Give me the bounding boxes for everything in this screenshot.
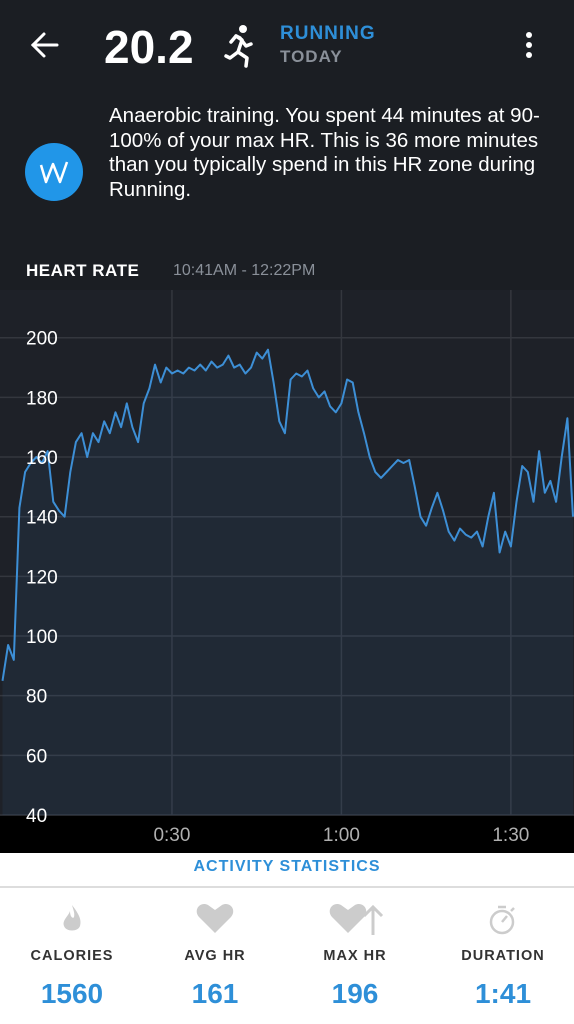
y-tick-label: 40 xyxy=(26,806,47,827)
x-tick-label: 0:30 xyxy=(153,825,190,846)
chart: 0:30 1:00 1:30 40 60 80 100 120 140 160 180 200 xyxy=(0,290,574,853)
avg-hr-icon xyxy=(196,904,234,933)
stat-value: 1560 xyxy=(40,978,104,1009)
plot-background xyxy=(0,290,574,815)
runner-icon xyxy=(224,25,253,68)
header-background xyxy=(0,0,574,290)
line xyxy=(1,348,574,681)
x-tick-label: 1:30 xyxy=(492,825,529,846)
stat-icons xyxy=(63,904,515,935)
insight-text: Anaerobic training. You spent 44 minutes… xyxy=(109,104,540,201)
chart-title: HEART RATE xyxy=(26,261,140,280)
area xyxy=(2,349,573,815)
distance: 20.2 xyxy=(104,21,194,73)
chart-subtitle: 10:41AM - 12:22PM xyxy=(173,262,316,279)
calories-icon xyxy=(63,905,81,931)
y-tick-label: 80 xyxy=(26,687,47,708)
max-hr-arrow xyxy=(362,904,384,935)
y-tick-label: 100 xyxy=(26,627,58,648)
y-tick-label: 160 xyxy=(26,448,58,469)
stat-value: 196 xyxy=(331,978,379,1009)
divider xyxy=(0,886,574,888)
stat-label: AVG HR xyxy=(184,948,246,964)
header-icons xyxy=(25,25,532,201)
y-tick-label: 120 xyxy=(26,567,58,588)
stat-value: 161 xyxy=(191,978,239,1009)
coach-icon xyxy=(25,143,83,201)
menu-button[interactable] xyxy=(526,32,532,58)
stat-label: CALORIES xyxy=(30,948,114,964)
activity-day: TODAY xyxy=(280,47,343,66)
max-hr-icon xyxy=(329,904,367,933)
activity-type: RUNNING xyxy=(280,23,376,44)
stat-label: MAX HR xyxy=(323,948,387,964)
x-axis-strip xyxy=(0,815,574,853)
statistics-title: ACTIVITY STATISTICS xyxy=(193,858,381,875)
duration-icon xyxy=(489,905,515,935)
back-button[interactable] xyxy=(30,32,59,58)
y-tick-label: 60 xyxy=(26,746,47,767)
y-tick-label: 140 xyxy=(26,508,58,529)
y-tick-label: 180 xyxy=(26,388,58,409)
stat-label: DURATION xyxy=(461,948,545,964)
x-tick-label: 1:00 xyxy=(323,825,360,846)
stat-value: 1:41 xyxy=(474,978,532,1009)
y-tick-label: 200 xyxy=(26,329,58,350)
